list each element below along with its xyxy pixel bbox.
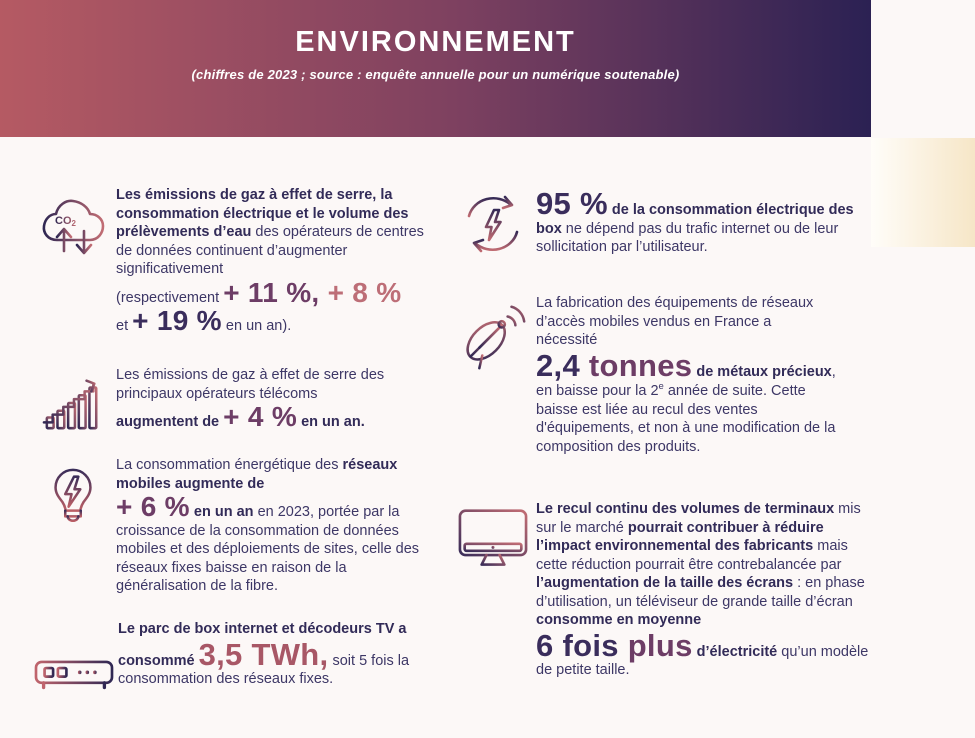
fact-box-consumption: Le parc de box internet et décodeurs TV … (30, 620, 454, 698)
fact-box-electricity-share: 95 % de la consommation électrique des b… (450, 188, 880, 257)
header-band: ENVIRONNEMENT (chiffres de 2023 ; source… (0, 0, 871, 137)
co2-cloud-icon: CO2 (30, 186, 116, 258)
energy-cycle-icon (450, 188, 536, 256)
fact-text: 95 % de la consommation électrique des b… (536, 186, 854, 256)
fact-screen-size: Le recul continu des volumes de terminau… (450, 500, 880, 680)
fact-datacenter-growth: CO2 Les émissions de gaz à effet de serr… (30, 186, 454, 336)
fact-text: La fabrication des équipements de réseau… (536, 295, 836, 455)
fact-text: Le recul continu des volumes de terminau… (536, 501, 869, 679)
fact-text: La consommation énergétique des réseaux … (116, 457, 420, 595)
fact-text: Le parc de box internet et décodeurs TV … (118, 621, 410, 688)
internet-box-icon (30, 620, 118, 698)
screen-icon (450, 500, 536, 574)
bulb-energy-icon (30, 456, 116, 534)
page-subtitle: (chiffres de 2023 ; source : enquête ann… (191, 67, 680, 82)
satellite-dish-icon (450, 294, 536, 374)
fact-mobile-energy: La consommation énergétique des réseaux … (30, 456, 454, 596)
svg-text:CO2: CO2 (55, 215, 77, 228)
fact-telecom-emissions: Les émissions de gaz à effet de serre de… (30, 366, 454, 434)
page-title: ENVIRONNEMENT (295, 26, 576, 58)
accent-band (871, 138, 975, 247)
fact-text: Les émissions de gaz à effet de serre de… (116, 367, 385, 433)
fact-text: Les émissions de gaz à effet de serre, l… (116, 187, 424, 337)
fact-precious-metals: La fabrication des équipements de réseau… (450, 294, 880, 456)
growth-chart-icon (30, 366, 116, 434)
